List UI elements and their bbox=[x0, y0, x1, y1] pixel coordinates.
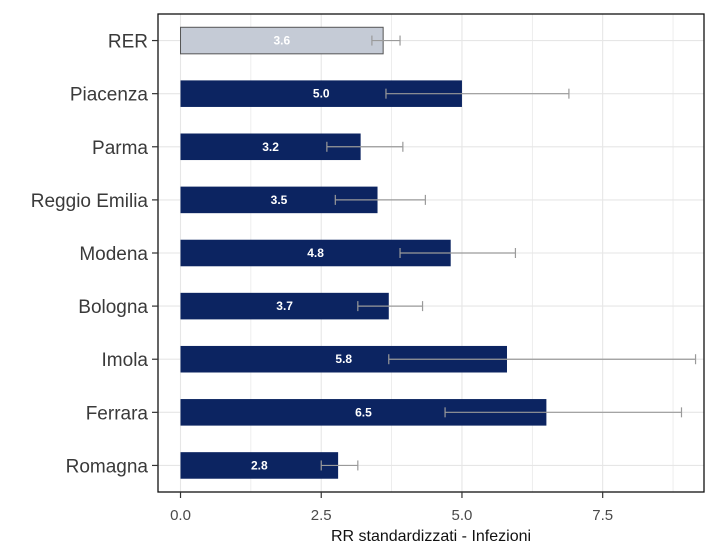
category-label: Bologna bbox=[78, 297, 148, 318]
x-tick-label: 5.0 bbox=[452, 507, 473, 524]
x-tick-label: 0.0 bbox=[170, 507, 191, 524]
category-label: Reggio Emilia bbox=[31, 191, 149, 212]
category-label: RER bbox=[108, 32, 148, 53]
error-bars bbox=[320, 35, 697, 471]
y-axis: RER Piacenza Parma Reggio Emilia Modena Bolog… bbox=[31, 32, 158, 477]
x-tick-label: 2.5 bbox=[311, 507, 332, 524]
category-label: Piacenza bbox=[70, 85, 149, 106]
category-label: Parma bbox=[92, 138, 148, 159]
x-tick-label: 7.5 bbox=[592, 507, 613, 524]
bar-value-label: 3.7 bbox=[276, 299, 293, 313]
bar-rer bbox=[180, 26, 384, 55]
bar-bologna bbox=[180, 292, 389, 320]
data-labels: 3.6 5.0 3.2 3.5 4.8 3.7 5.8 6.5 2.8 bbox=[251, 34, 372, 473]
category-label: Ferrara bbox=[86, 403, 149, 424]
category-label: Imola bbox=[102, 350, 149, 371]
bar-romagna bbox=[180, 452, 339, 479]
x-axis-title: RR standardizzati - Infezioni bbox=[331, 528, 531, 545]
bar-value-label: 3.2 bbox=[262, 140, 279, 154]
category-label: Romagna bbox=[66, 456, 149, 477]
bar-value-label: 6.5 bbox=[355, 405, 372, 419]
category-label: Modena bbox=[79, 244, 148, 265]
bar-value-label: 2.8 bbox=[251, 458, 268, 472]
x-axis: 0.0 2.5 5.0 7.5 bbox=[170, 492, 613, 524]
bar-value-label: 3.5 bbox=[271, 193, 288, 207]
bar-value-label: 4.8 bbox=[307, 246, 324, 260]
bar-value-label: 5.0 bbox=[313, 87, 330, 101]
bar-value-label: 3.6 bbox=[273, 34, 290, 48]
bar-value-label: 5.8 bbox=[335, 352, 352, 366]
